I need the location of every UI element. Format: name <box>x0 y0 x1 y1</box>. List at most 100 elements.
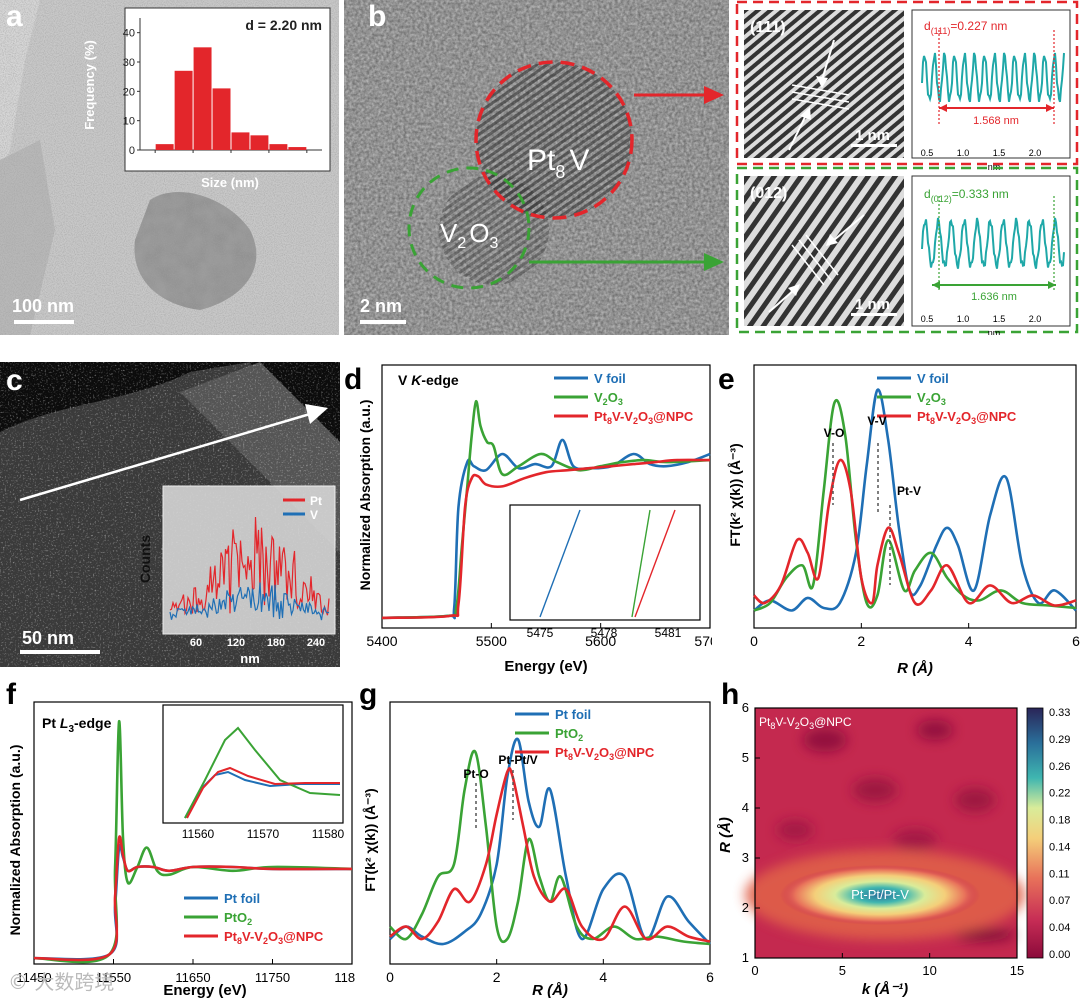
panel-f-inset <box>162 704 344 824</box>
colorbar-tick-label: 0.22 <box>1049 788 1070 800</box>
colorbar <box>1026 707 1044 959</box>
panel-e-ylabel: FT(k² χ(k)) (Å⁻³) <box>727 443 743 546</box>
series-line-1 <box>753 399 1077 612</box>
y-tick-label: 4 <box>742 800 749 815</box>
fft-scale-111: 1 nm <box>855 127 890 144</box>
colorbar-tick-label: 0.26 <box>1049 761 1070 773</box>
x-tick-label: 4 <box>965 633 973 649</box>
x-tick-label: 11650 <box>175 970 210 985</box>
x-tick-label: 5600 <box>585 633 616 649</box>
panel-g-label: g <box>359 678 378 711</box>
colorbar-tick-label: 0.18 <box>1049 815 1070 827</box>
fft-image-012 <box>744 176 904 326</box>
scan-tick-label: 180 <box>267 637 285 649</box>
panel-f-ylabel: Normalized Absorption (a.u.) <box>7 745 23 936</box>
x-tick-label: 2 <box>857 633 865 649</box>
y-tick-label: 1 <box>742 950 749 965</box>
panel-d-label: d <box>344 363 363 396</box>
x-tick-label: 6 <box>1072 633 1080 649</box>
inset-line-sample <box>634 509 676 618</box>
histogram-bar <box>250 135 269 150</box>
x-tick-label: 11750 <box>255 970 290 985</box>
inset-pto2 <box>184 726 341 819</box>
panel-d-xlabel: Energy (eV) <box>504 658 587 675</box>
y-tick-label: 10 <box>123 116 135 128</box>
panel-e-chart: 0 2 4 6 V foil V2O3 Pt8V-V2O3@NPC V-O V-V Pt-… <box>727 364 1080 677</box>
pt8v-particle-outline <box>474 60 634 220</box>
x-tick-label: 2 <box>190 155 197 169</box>
histogram-bar <box>193 47 212 151</box>
pt8v-label: Pt8 V <box>527 144 589 182</box>
inset-tick-label: 5481 <box>655 626 682 640</box>
colorbar-tick-label: 0.00 <box>1049 949 1070 961</box>
profile-tick-label: 1.0 <box>957 314 970 324</box>
x-tick-label: 4 <box>599 969 607 985</box>
inset-tick-label: 5478 <box>591 626 618 640</box>
panel-a-scale-bar: 100 nm <box>12 296 74 316</box>
scan-trace-v <box>169 582 330 621</box>
series-line-2 <box>33 835 353 962</box>
legend-entry: Pt foil <box>224 891 260 906</box>
legend-entry: Pt8V-V2O3@NPC <box>224 929 324 946</box>
fft-index-012: (012) <box>750 185 787 202</box>
fft-index-111: (111) <box>750 19 786 36</box>
x-tick-label: 5 <box>839 963 846 978</box>
panel-g-ylabel: FT(k² χ(k)) (Å⁻³) <box>362 788 378 891</box>
x-tick-label: 11450 <box>16 970 51 985</box>
panel-d-title: V K-edge <box>398 372 459 388</box>
x-tick-label: 3 <box>228 155 235 169</box>
v2o3-particle-outline <box>407 166 531 290</box>
panel-c: 50 nm Counts nm 60 120 180 240 Pt V c <box>0 362 340 667</box>
inset-tick-label: 11560 <box>182 827 215 841</box>
inset-tick-label: 5475 <box>527 626 554 640</box>
line-scan-arrow <box>19 412 311 502</box>
profile-trace <box>921 217 1065 269</box>
profile-trace <box>921 52 1065 103</box>
panel-g-chart: 0 2 4 6 Pt foil PtO2 Pt8V-V2O3@NPC Pt-O Pt-Pt… <box>362 701 714 999</box>
legend-entry: Pt8V-V2O3@NPC <box>555 745 655 762</box>
panel-a-size-histogram: 1 2 3 4 5 0 10 20 30 40 d = 2.20 nm Size (nm) Fre… <box>82 7 331 190</box>
profile-tick-label: 0.5 <box>921 314 934 324</box>
colorbar-tick-label: 0.11 <box>1049 868 1070 880</box>
panel-g-xlabel: R (Å) <box>532 982 568 999</box>
annotation-pt-pt-v: Pt-Pt/V <box>498 753 537 767</box>
x-tick-label: 0 <box>386 969 394 985</box>
colorbar-tick-label: 0.33 <box>1049 707 1070 719</box>
annotation-pt-o: Pt-O <box>463 767 488 781</box>
y-tick-label: 6 <box>742 700 749 715</box>
watermark: © 大数跨境 <box>8 970 115 994</box>
x-tick-label: 5 <box>303 155 310 169</box>
series-line-2 <box>381 458 711 620</box>
x-tick-label: 1 <box>152 155 159 169</box>
inset-line-vfoil <box>539 509 581 618</box>
x-tick-label: 0 <box>750 633 758 649</box>
panel-a-ylabel: Frequency (%) <box>82 40 97 130</box>
series-line-0 <box>389 737 711 946</box>
panel-b-label: b <box>368 0 387 33</box>
x-tick-label: 2 <box>493 969 501 985</box>
panel-a-tem-image: 100 nm 1 2 3 4 5 0 10 20 30 40 d = 2.20 nm Size (… <box>0 0 339 335</box>
panel-f-chart: 11560 11570 11580 11450 11550 11650 11750 1185… <box>7 701 370 999</box>
panel-h-label: h <box>721 678 740 711</box>
legend-entry: Pt8V-V2O3@NPC <box>917 409 1017 426</box>
legend-entry: V2O3 <box>594 390 623 407</box>
y-tick-label: 3 <box>742 850 749 865</box>
panel-c-label: c <box>6 364 23 397</box>
legend-entry: Pt8V-V2O3@NPC <box>594 409 694 426</box>
profile-012 <box>911 175 1071 327</box>
panel-g: 0 2 4 6 Pt foil PtO2 Pt8V-V2O3@NPC Pt-O Pt-Pt… <box>355 678 715 999</box>
fft-scale-012: 1 nm <box>855 296 890 313</box>
profile-tick-label: 0.5 <box>921 148 934 158</box>
panel-h-title: Pt8V-V2O3@NPC <box>759 715 852 731</box>
x-tick-label: 10 <box>922 963 936 978</box>
y-tick-label: 40 <box>123 28 135 40</box>
panel-e-xlabel: R (Å) <box>897 660 933 677</box>
histogram-bar <box>212 88 231 150</box>
series-line-2 <box>753 458 1077 607</box>
panel-f: 11560 11570 11580 11450 11550 11650 11750 1185… <box>0 678 370 999</box>
annotation-pt-v: Pt-V <box>897 484 921 498</box>
panel-b-hrtem: Pt8 V V2 O3 2 nm (111) 1 nm d(111)=0.227 n… <box>344 0 1079 338</box>
series-line-0 <box>753 388 1077 612</box>
histogram-bar <box>174 70 193 150</box>
x-tick-label: 6 <box>706 969 714 985</box>
